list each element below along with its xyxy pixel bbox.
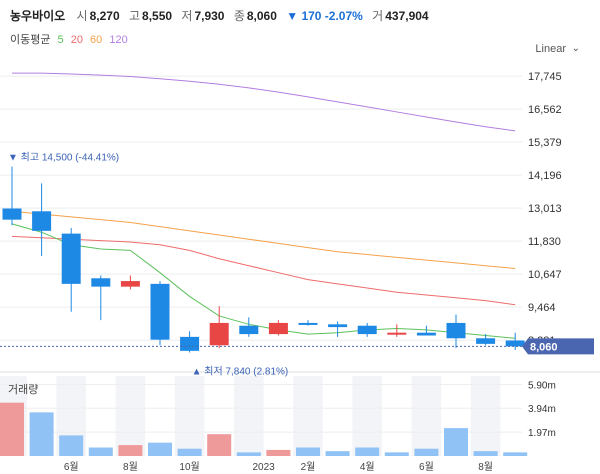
y-tick-label: 10,647: [528, 269, 562, 281]
volume-column-shade: [411, 376, 442, 456]
open-value: 8,270: [89, 9, 120, 23]
x-tick-label: 6월: [64, 461, 79, 473]
ma60-legend[interactable]: 60: [90, 34, 103, 46]
y-tick-label: 14,196: [528, 170, 562, 182]
y-tick-label: 13,013: [528, 203, 562, 215]
volume-panel-label: 거래량: [8, 384, 39, 396]
volume-bar: [414, 448, 439, 456]
y-tick-label: 17,745: [528, 71, 562, 83]
x-tick-label: 2월: [301, 461, 316, 473]
candle-body: [476, 338, 496, 344]
candle-body: [357, 325, 377, 335]
candle-body: [298, 322, 318, 325]
volume-bar: [236, 452, 261, 456]
candle-body: [120, 281, 140, 287]
volume-bar: [29, 412, 54, 456]
candle-body: [416, 332, 436, 336]
x-tick-label: 8월: [478, 461, 493, 473]
current-price-box: [528, 338, 594, 355]
candle-body: [61, 233, 81, 284]
candle-body: [505, 340, 525, 347]
candle-body: [446, 322, 466, 339]
volume-bar: [207, 434, 232, 456]
low-annotation: ▲ 최저 7,840 (2.81%): [192, 366, 289, 378]
x-tick-label: 6월: [419, 461, 434, 473]
volume-bar: [384, 452, 409, 456]
candle-body: [328, 324, 348, 328]
volume-column-shade: [115, 376, 146, 456]
y-tick-label: 16,562: [528, 104, 562, 116]
volume-bar: [177, 448, 202, 456]
x-tick-label: 2023: [252, 462, 275, 473]
high-label: 고: [128, 9, 141, 23]
candle-body: [32, 211, 52, 231]
candle-body: [2, 208, 22, 220]
volume-bar: [266, 449, 291, 456]
volume-tick-label: 5.90m: [528, 380, 556, 391]
open-label: 시: [76, 9, 88, 23]
volume-tick-label: 3.94m: [528, 404, 556, 415]
volume-tick-label: 1.97m: [528, 428, 556, 439]
candle-body: [268, 322, 288, 335]
low-value: 7,930: [194, 9, 225, 23]
volume-bar: [148, 442, 172, 456]
volume-bar: [503, 452, 528, 456]
volume-column-shade: [293, 376, 323, 456]
chevron-down-icon[interactable]: ⌄: [571, 43, 580, 54]
volume-bar: [473, 451, 498, 456]
volume-bar: [118, 445, 143, 456]
price-header: 농우바이오 시 8,270 고 8,550 저 7,930 종 8,060 ▼ 170 …: [10, 7, 435, 24]
ma60-line: [11, 210, 516, 270]
y-tick-label: 9,464: [528, 302, 556, 314]
scale-selector[interactable]: Linear: [535, 43, 566, 55]
ma120-legend[interactable]: 120: [109, 34, 128, 46]
x-tick-label: 8월: [123, 461, 138, 473]
ma5-legend[interactable]: 5: [57, 34, 64, 46]
x-tick-label: 4월: [360, 461, 375, 473]
ma-legend-label: 이동평균: [10, 34, 51, 46]
candle-body: [239, 325, 259, 335]
candle-body: [209, 322, 229, 346]
volume-bar: [0, 402, 24, 456]
volume-bar: [444, 428, 468, 456]
volume-column-shade: [234, 376, 264, 456]
candle-body: [180, 336, 200, 351]
volume-bar: [355, 447, 380, 456]
close-value: 8,060: [246, 9, 277, 23]
ma20-legend[interactable]: 20: [70, 34, 83, 46]
stock-name: 농우바이오: [10, 9, 66, 23]
ma5-line: [11, 223, 516, 339]
candle-body: [387, 332, 407, 335]
volume-column-shade: [470, 376, 501, 456]
close-label: 종: [233, 9, 245, 23]
ma-legend[interactable]: 이동평균 5 20 60 120: [10, 31, 132, 47]
current-price-pointer: [522, 338, 528, 355]
volume-bar: [325, 451, 350, 456]
ma120-line: [12, 72, 516, 132]
volume-column-shade: [352, 376, 382, 456]
volume-bar: [296, 447, 320, 456]
high-value: 8,550: [142, 9, 173, 23]
high-annotation: ▼ 최고 14,500 (-44.41%): [8, 152, 119, 164]
volume-value: 437,904: [385, 9, 429, 23]
candle-body: [91, 278, 111, 287]
candle-body: [150, 283, 170, 340]
change-value: ▼ 170 -2.07%: [286, 9, 363, 23]
y-tick-label: 15,379: [528, 137, 562, 149]
volume-bar: [59, 435, 84, 456]
x-tick-label: 10월: [179, 461, 199, 473]
ma20-line: [11, 235, 516, 306]
current-price-label: 8,060: [530, 341, 558, 353]
volume-bar: [88, 447, 113, 456]
volume-label: 거: [372, 9, 384, 23]
volume-column-shade: [174, 376, 205, 456]
y-tick-label: 11,830: [528, 236, 561, 248]
low-label: 저: [181, 9, 193, 23]
